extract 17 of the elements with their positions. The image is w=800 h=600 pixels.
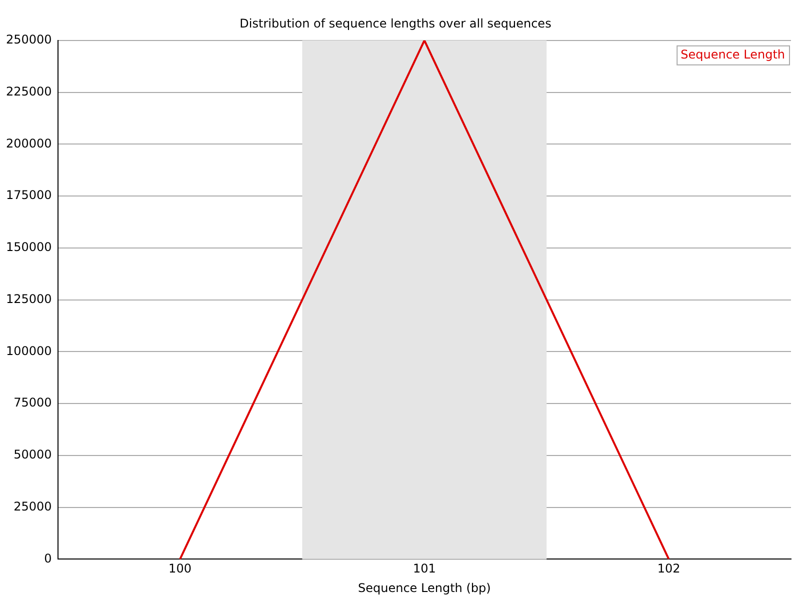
y-tick-label: 50000: [14, 448, 52, 462]
y-tick-label: 225000: [6, 84, 52, 98]
x-axis-title: Sequence Length (bp): [358, 580, 491, 595]
y-tick-label: 75000: [14, 396, 52, 410]
y-tick-label: 175000: [6, 188, 52, 202]
y-tick-label: 125000: [6, 292, 52, 306]
text: Sequence Length: [680, 48, 786, 62]
x-tick-label: 101: [412, 562, 436, 576]
y-tick-label: 200000: [6, 136, 52, 150]
y-tick-label: 250000: [6, 32, 52, 47]
y-tick-label: 0: [44, 551, 52, 566]
x-tick-label: 100: [168, 562, 192, 576]
y-tick-label: 25000: [14, 499, 52, 514]
x-tick-label: 102: [657, 562, 680, 576]
chart-title: Distribution of sequence lengths over all sequences: [240, 16, 552, 30]
y-tick-label: 150000: [6, 240, 52, 254]
y-tick-label: 100000: [6, 344, 52, 358]
